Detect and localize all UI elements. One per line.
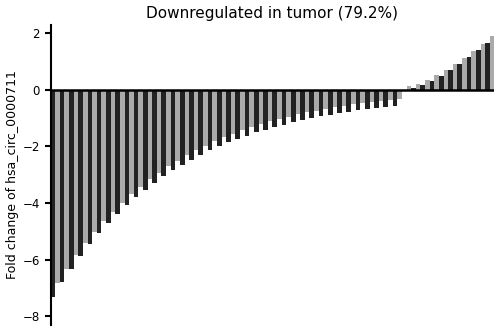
Bar xyxy=(120,90,124,203)
Bar xyxy=(184,90,189,155)
Bar xyxy=(300,90,305,120)
Bar xyxy=(134,90,138,197)
Bar xyxy=(212,90,217,141)
Bar xyxy=(318,90,324,117)
Bar xyxy=(351,90,356,104)
Bar xyxy=(203,90,207,146)
Bar xyxy=(64,90,69,268)
Bar xyxy=(55,90,60,283)
Bar xyxy=(222,90,226,137)
Bar xyxy=(324,90,328,109)
Bar xyxy=(328,90,332,115)
Bar xyxy=(277,90,281,119)
Bar xyxy=(398,90,402,99)
Bar xyxy=(116,90,120,214)
Y-axis label: Fold change of hsa_circ_0000711: Fold change of hsa_circ_0000711 xyxy=(6,70,18,279)
Bar xyxy=(60,90,64,282)
Bar xyxy=(263,90,268,130)
Bar xyxy=(296,90,300,115)
Bar xyxy=(406,86,411,90)
Bar xyxy=(97,90,102,233)
Bar xyxy=(74,90,78,256)
Bar xyxy=(258,90,263,124)
Bar xyxy=(462,58,466,90)
Bar xyxy=(392,90,398,106)
Bar xyxy=(180,90,184,165)
Bar xyxy=(226,90,231,142)
Bar xyxy=(286,90,291,117)
Bar xyxy=(138,90,143,187)
Bar xyxy=(124,90,129,205)
Bar xyxy=(250,90,254,127)
Bar xyxy=(439,76,444,90)
Bar xyxy=(305,90,310,113)
Bar xyxy=(291,90,296,122)
Bar xyxy=(254,90,258,132)
Bar xyxy=(282,90,286,124)
Bar xyxy=(448,70,453,90)
Bar xyxy=(231,90,235,134)
Bar xyxy=(244,90,250,135)
Bar xyxy=(268,90,272,121)
Bar xyxy=(50,90,55,297)
Bar xyxy=(106,90,110,223)
Bar xyxy=(157,90,162,173)
Bar xyxy=(272,90,277,127)
Bar xyxy=(314,90,318,111)
Bar xyxy=(310,90,314,118)
Bar xyxy=(379,90,384,101)
Bar xyxy=(444,70,448,90)
Bar xyxy=(453,64,458,90)
Bar xyxy=(208,90,212,150)
Bar xyxy=(356,90,360,110)
Bar xyxy=(189,90,194,160)
Bar xyxy=(365,90,370,109)
Bar xyxy=(332,90,337,107)
Bar xyxy=(240,90,244,130)
Bar xyxy=(166,90,170,166)
Bar xyxy=(374,90,379,108)
Bar xyxy=(416,84,420,90)
Bar xyxy=(337,90,342,113)
Bar xyxy=(110,90,116,212)
Bar xyxy=(148,90,152,179)
Bar xyxy=(411,88,416,90)
Bar xyxy=(236,90,240,139)
Title: Downregulated in tumor (79.2%): Downregulated in tumor (79.2%) xyxy=(146,6,398,21)
Bar xyxy=(78,90,83,256)
Bar xyxy=(384,90,388,107)
Bar xyxy=(420,85,425,90)
Bar xyxy=(176,90,180,161)
Bar xyxy=(480,44,485,90)
Bar xyxy=(466,57,471,90)
Bar xyxy=(83,90,87,243)
Bar xyxy=(102,90,106,221)
Bar xyxy=(370,90,374,102)
Bar xyxy=(69,90,73,269)
Bar xyxy=(342,90,346,106)
Bar xyxy=(129,90,134,194)
Bar xyxy=(194,90,198,150)
Bar xyxy=(88,90,92,244)
Bar xyxy=(458,64,462,90)
Bar xyxy=(92,90,97,232)
Bar xyxy=(425,80,430,90)
Bar xyxy=(217,90,222,146)
Bar xyxy=(360,90,365,103)
Bar xyxy=(476,50,480,90)
Bar xyxy=(143,90,148,190)
Bar xyxy=(434,75,439,90)
Bar xyxy=(388,90,392,100)
Bar xyxy=(430,80,434,90)
Bar xyxy=(346,90,351,112)
Bar xyxy=(170,90,175,170)
Bar xyxy=(152,90,157,183)
Bar xyxy=(485,43,490,90)
Bar xyxy=(472,51,476,90)
Bar xyxy=(162,90,166,176)
Bar xyxy=(490,36,494,90)
Bar xyxy=(198,90,203,155)
